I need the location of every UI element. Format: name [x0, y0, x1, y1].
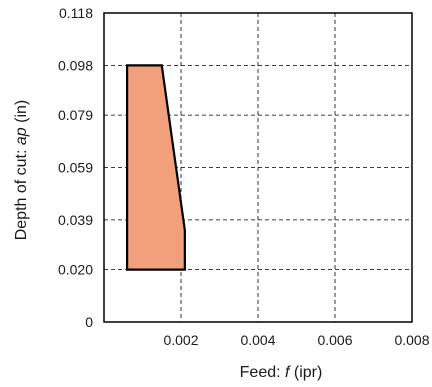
- x-axis-title: Feed: f (ipr): [240, 364, 323, 381]
- y-tick-label: 0.020: [58, 262, 93, 278]
- y-tick-label: 0.118: [59, 5, 93, 21]
- y-tick-label: 0.079: [58, 107, 93, 123]
- x-axis-title-variable: f: [285, 364, 291, 381]
- x-tick-label: 0.002: [163, 332, 198, 348]
- y-tick-label: 0.039: [58, 212, 93, 228]
- y-tick-label: 0: [85, 314, 93, 330]
- cutting-region: [125, 64, 186, 271]
- x-axis-title-prefix: Feed:: [240, 364, 285, 381]
- y-tick-label: 0.098: [58, 57, 93, 73]
- x-tick-label: 0.008: [394, 332, 429, 348]
- x-tick-labels: 0.002 0.004 0.006 0.008: [163, 332, 429, 348]
- y-tick-labels: 0 0.020 0.039 0.059 0.079 0.098 0.118: [58, 5, 93, 330]
- y-axis-title-prefix: Depth of cut:: [13, 145, 30, 240]
- y-tick-label: 0.059: [58, 160, 93, 176]
- y-axis-title: Depth of cut: ap (in): [13, 100, 30, 241]
- x-tick-label: 0.006: [317, 332, 352, 348]
- y-axis-title-variable: ap: [13, 127, 30, 145]
- plot-frame: [103, 12, 413, 323]
- cutting-region-layer: [125, 64, 186, 271]
- x-tick-label: 0.004: [240, 332, 275, 348]
- y-axis-title-unit: (in): [13, 100, 30, 128]
- x-axis-title-unit: (ipr): [289, 364, 322, 381]
